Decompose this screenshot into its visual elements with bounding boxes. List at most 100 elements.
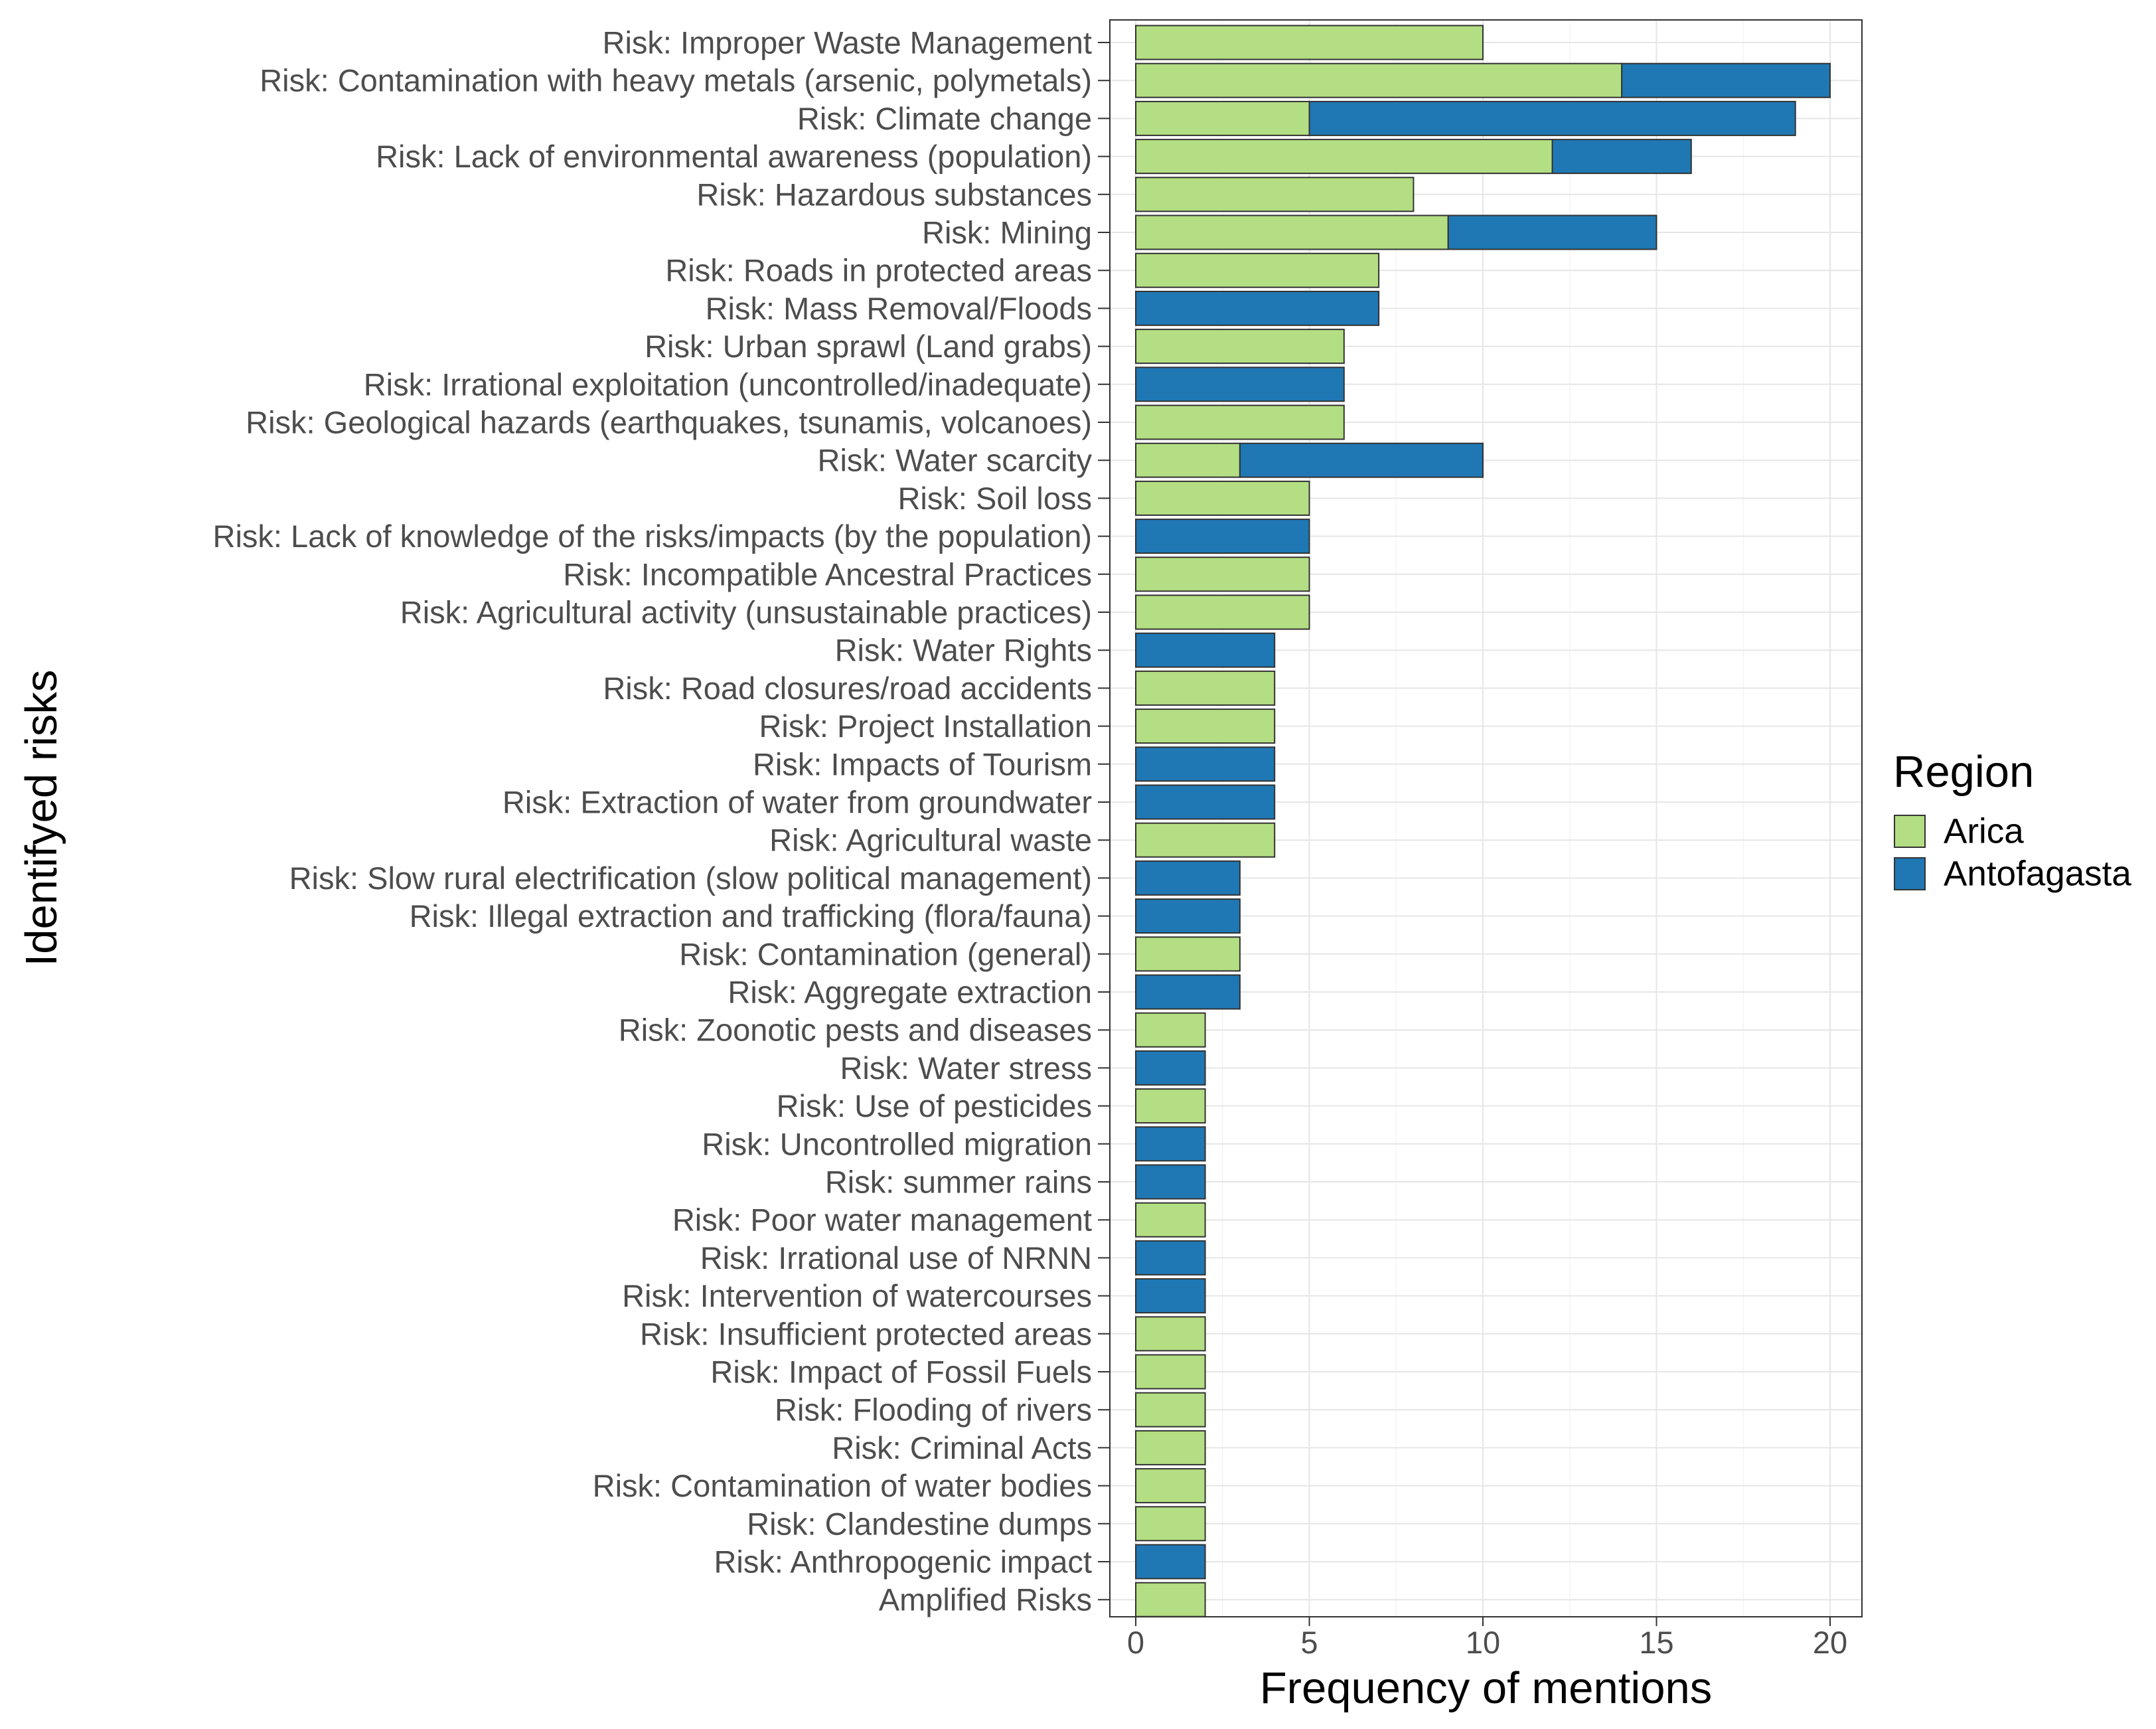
category-label: Risk: Climate change [797, 101, 1092, 136]
category-label: Risk: Extraction of water from groundwat… [502, 785, 1092, 820]
category-label: Risk: Contamination (general) [679, 936, 1092, 971]
category-label: Risk: Water stress [840, 1050, 1092, 1086]
category-label: Risk: Hazardous substances [696, 177, 1092, 212]
category-label: Risk: Uncontrolled migration [702, 1126, 1092, 1161]
category-label: Risk: Water scarcity [818, 443, 1093, 478]
category-label: Risk: Anthropogenic impact [714, 1544, 1092, 1580]
category-label: Risk: Irrational exploitation (uncontrol… [364, 367, 1092, 402]
bar-antofagasta [1551, 139, 1692, 175]
bar-antofagasta [1135, 367, 1345, 402]
category-label: Risk: Improper Waste Management [603, 25, 1092, 60]
legend-swatch-antofagasta [1894, 857, 1926, 890]
category-label: Risk: Agricultural waste [769, 823, 1092, 858]
x-tick-label: 5 [1300, 1625, 1318, 1660]
x-axis-ticks: 0 5 10 15 20 [1127, 1617, 1847, 1660]
category-label: Risk: Illegal extraction and trafficking… [410, 898, 1092, 934]
bar-arica [1135, 670, 1276, 706]
bar-arica [1135, 404, 1345, 440]
bar-arica [1135, 442, 1241, 478]
legend-swatch-arica [1894, 815, 1926, 848]
category-label: Risk: Impact of Fossil Fuels [710, 1355, 1092, 1390]
bar-arica [1135, 936, 1241, 972]
bar-antofagasta [1239, 442, 1484, 478]
legend: Region Arica Antofagasta [1893, 747, 2131, 894]
bar-arica [1135, 594, 1310, 630]
category-label: Risk: Use of pesticides [777, 1088, 1092, 1123]
category-label: Risk: Road closures/road accidents [603, 671, 1092, 706]
bar-arica [1135, 329, 1345, 365]
category-label: Risk: Urban sprawl (Land grabs) [645, 329, 1092, 364]
bar-arica [1135, 1316, 1206, 1352]
bar-arica [1135, 1088, 1206, 1124]
category-label: Risk: Lack of environmental awareness (p… [376, 139, 1092, 174]
bar-antofagasta [1135, 784, 1276, 820]
panel-border [1109, 19, 1863, 1617]
category-label: Risk: Slow rural electrification (slow p… [289, 861, 1092, 896]
bar-antofagasta [1135, 860, 1241, 896]
category-label: Risk: Flooding of rivers [775, 1392, 1092, 1428]
bar-arica [1135, 1012, 1206, 1048]
bar-antofagasta [1135, 519, 1310, 554]
bar-arica [1135, 822, 1276, 858]
bar-arica [1135, 1392, 1206, 1428]
bar-antofagasta [1135, 1164, 1206, 1200]
bar-antofagasta [1135, 1544, 1206, 1580]
bar-antofagasta [1135, 746, 1276, 782]
category-label: Risk: Contamination of water bodies [593, 1468, 1092, 1503]
category-label: Risk: Contamination with heavy metals (a… [260, 63, 1092, 98]
bar-arica [1135, 177, 1415, 212]
category-label: Risk: summer rains [825, 1165, 1092, 1200]
bar-antofagasta [1135, 974, 1241, 1010]
category-label: Risk: Mining [922, 215, 1092, 250]
category-label: Risk: Insufficient protected areas [640, 1316, 1092, 1351]
category-label: Risk: Impacts of Tourism [753, 746, 1092, 782]
category-label: Risk: Irrational use of NRNN [700, 1240, 1092, 1276]
category-label: Risk: Lack of knowledge of the risks/imp… [213, 519, 1092, 554]
bar-antofagasta [1135, 1240, 1206, 1276]
category-label: Risk: Roads in protected areas [665, 253, 1092, 288]
y-axis-title: Identifyed risks [17, 670, 66, 967]
bar-arica [1135, 252, 1380, 288]
bar-arica [1135, 480, 1310, 516]
bar-antofagasta [1135, 1278, 1206, 1314]
category-label: Risk: Soil loss [897, 481, 1092, 516]
x-tick-label: 20 [1813, 1625, 1847, 1660]
category-label: Risk: Mass Removal/Floods [706, 291, 1092, 326]
bars [1135, 25, 1831, 1617]
bar-arica [1135, 1582, 1206, 1617]
bar-arica [1135, 1430, 1206, 1465]
legend-label-arica: Arica [1944, 812, 2024, 851]
category-label: Risk: Criminal Acts [832, 1430, 1092, 1465]
legend-title: Region [1893, 747, 2034, 797]
x-axis-title: Frequency of mentions [1260, 1663, 1713, 1713]
bar-arica [1135, 556, 1310, 592]
category-label: Amplified Risks [879, 1582, 1092, 1617]
bar-arica [1135, 62, 1623, 98]
bar-antofagasta [1135, 898, 1241, 934]
bar-arica [1135, 25, 1484, 60]
category-label: Risk: Incompatible Ancestral Practices [563, 556, 1092, 592]
category-label: Risk: Agricultural activity (unsustainab… [400, 595, 1092, 630]
bar-arica [1135, 214, 1449, 250]
category-label: Risk: Project Installation [759, 708, 1092, 744]
bar-antofagasta [1135, 290, 1380, 326]
category-label: Risk: Intervention of watercourses [622, 1278, 1092, 1313]
bar-arica [1135, 139, 1553, 175]
category-label: Risk: Poor water management [672, 1202, 1092, 1238]
bar-antofagasta [1308, 100, 1796, 136]
category-label: Risk: Zoonotic pests and diseases [619, 1013, 1092, 1048]
bar-antofagasta [1621, 62, 1831, 98]
category-label: Risk: Water Rights [835, 633, 1092, 668]
x-tick-label: 0 [1127, 1625, 1144, 1660]
bar-arica [1135, 1354, 1206, 1390]
bar-arica [1135, 1202, 1206, 1238]
category-label: Risk: Aggregate extraction [728, 975, 1092, 1010]
x-tick-label: 10 [1466, 1625, 1500, 1660]
bar-arica [1135, 1506, 1206, 1542]
bar-arica [1135, 1468, 1206, 1504]
category-label: Risk: Clandestine dumps [747, 1506, 1092, 1541]
bar-arica [1135, 708, 1276, 744]
bar-arica [1135, 100, 1310, 136]
